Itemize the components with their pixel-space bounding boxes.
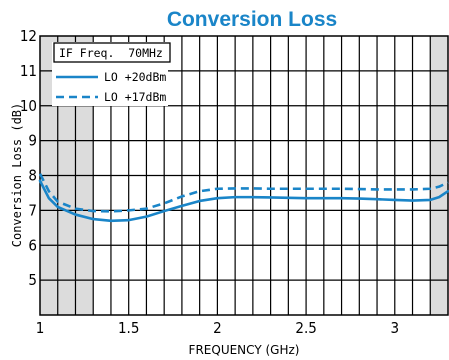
- y-tick-label: 12: [20, 27, 37, 45]
- legend: IF Freq. 70MHz LO +20dBm LO +17dBm: [52, 42, 171, 106]
- legend-label-lo20: LO +20dBm: [104, 70, 166, 84]
- y-tick-label: 5: [28, 271, 37, 289]
- series-line-1: [38, 173, 449, 213]
- y-axis-label: Conversion Loss (dB): [10, 103, 24, 248]
- y-tick-label: 11: [20, 62, 37, 80]
- x-tick-label: 1.5: [118, 319, 139, 337]
- y-tick-label: 6: [28, 236, 37, 254]
- x-tick-labels: 1 1.5 2 2.5 3: [36, 319, 399, 337]
- series-line-0: [38, 179, 449, 223]
- x-tick-label: 3: [390, 319, 399, 337]
- legend-title-box: [53, 42, 171, 63]
- y-tick-label: 9: [28, 132, 37, 150]
- x-tick-label: 2.5: [295, 319, 316, 337]
- x-tick-label: 1: [36, 319, 45, 337]
- y-tick-label: 10: [20, 97, 37, 115]
- y-tick-labels: 5 6 7 8 9 10 11 12: [20, 27, 37, 289]
- legend-title: IF Freq. 70MHz: [59, 46, 163, 60]
- series-lines: [38, 173, 449, 223]
- y-tick-label: 8: [28, 167, 37, 185]
- chart-title: Conversion Loss: [167, 8, 337, 31]
- x-tick-label: 2: [213, 319, 222, 337]
- y-tick-label: 7: [28, 201, 37, 219]
- x-axis-label: FREQUENCY (GHz): [189, 343, 300, 357]
- legend-label-lo17: LO +17dBm: [104, 90, 166, 104]
